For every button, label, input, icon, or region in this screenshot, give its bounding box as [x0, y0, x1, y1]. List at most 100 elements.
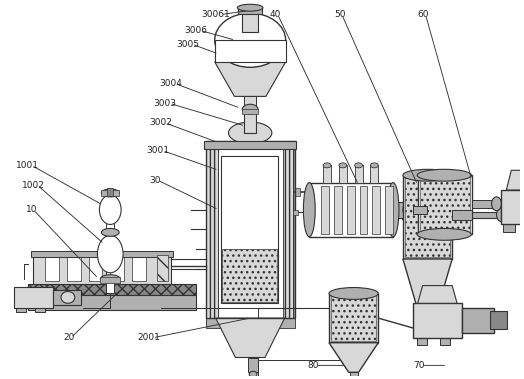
Ellipse shape: [417, 229, 472, 240]
Bar: [244, 96, 256, 108]
Bar: [14, 287, 53, 308]
Bar: [238, 8, 262, 14]
Text: 50: 50: [334, 10, 345, 19]
Bar: [45, 257, 59, 280]
Bar: [489, 311, 507, 329]
Polygon shape: [418, 285, 457, 303]
Bar: [462, 308, 494, 333]
Bar: [359, 186, 367, 234]
Bar: [222, 249, 277, 302]
Text: 3003: 3003: [154, 99, 177, 108]
Bar: [89, 257, 102, 280]
Bar: [106, 195, 114, 293]
Bar: [244, 106, 256, 133]
Bar: [206, 141, 217, 318]
Text: 3004: 3004: [159, 79, 182, 88]
Text: 30061: 30061: [201, 10, 230, 19]
Bar: [413, 206, 427, 214]
Bar: [292, 210, 299, 215]
Bar: [418, 175, 472, 234]
Bar: [423, 323, 431, 338]
Ellipse shape: [323, 163, 331, 168]
Text: 3005: 3005: [176, 40, 199, 49]
Bar: [329, 293, 378, 343]
Bar: [403, 175, 452, 259]
Ellipse shape: [242, 104, 258, 114]
Ellipse shape: [387, 183, 399, 237]
Ellipse shape: [61, 291, 75, 303]
Bar: [504, 224, 515, 232]
Bar: [31, 251, 173, 257]
Text: 70: 70: [413, 361, 424, 370]
Bar: [440, 338, 450, 345]
Bar: [101, 190, 119, 196]
Ellipse shape: [303, 183, 315, 237]
Ellipse shape: [355, 163, 363, 168]
Bar: [323, 165, 331, 183]
Text: 3006: 3006: [184, 26, 207, 35]
Bar: [221, 155, 278, 303]
Ellipse shape: [249, 371, 257, 377]
Text: 60: 60: [418, 10, 429, 19]
Bar: [309, 183, 393, 237]
Bar: [472, 200, 497, 208]
Bar: [215, 40, 286, 62]
Ellipse shape: [101, 275, 120, 283]
Ellipse shape: [329, 288, 378, 299]
Bar: [34, 254, 171, 283]
Text: 30: 30: [150, 175, 161, 185]
Ellipse shape: [101, 229, 119, 236]
Bar: [101, 277, 120, 283]
Ellipse shape: [403, 202, 413, 218]
Bar: [339, 165, 347, 183]
Bar: [204, 141, 297, 149]
Ellipse shape: [417, 169, 472, 181]
Bar: [107, 188, 113, 196]
Bar: [373, 186, 380, 234]
Ellipse shape: [403, 169, 452, 181]
Text: 1001: 1001: [16, 161, 39, 170]
Text: 2001: 2001: [137, 333, 160, 342]
Bar: [334, 186, 342, 234]
Bar: [331, 295, 376, 341]
Bar: [157, 255, 168, 280]
Ellipse shape: [497, 208, 506, 221]
Bar: [206, 141, 294, 318]
Bar: [452, 210, 472, 219]
Ellipse shape: [215, 13, 286, 67]
Bar: [370, 165, 378, 183]
Bar: [28, 295, 196, 310]
Ellipse shape: [228, 122, 272, 144]
Bar: [110, 257, 124, 280]
Bar: [294, 188, 300, 196]
Bar: [36, 308, 45, 312]
Bar: [385, 186, 393, 234]
Polygon shape: [506, 170, 524, 190]
Bar: [321, 186, 329, 234]
Bar: [53, 290, 81, 305]
Ellipse shape: [237, 4, 263, 11]
Bar: [350, 372, 357, 379]
Bar: [405, 177, 450, 257]
Ellipse shape: [339, 163, 347, 168]
Bar: [417, 338, 427, 345]
Bar: [393, 202, 408, 218]
Bar: [28, 283, 196, 295]
Bar: [242, 109, 258, 114]
Ellipse shape: [97, 235, 123, 273]
Bar: [67, 257, 81, 280]
Text: 3001: 3001: [147, 146, 170, 155]
Bar: [206, 318, 294, 328]
Text: 40: 40: [270, 10, 281, 19]
Polygon shape: [329, 343, 378, 372]
Ellipse shape: [101, 189, 119, 197]
Bar: [355, 165, 363, 183]
Ellipse shape: [370, 163, 378, 168]
Bar: [248, 357, 258, 372]
Bar: [347, 186, 355, 234]
Text: 80: 80: [307, 361, 319, 370]
Bar: [242, 11, 258, 32]
Text: 3002: 3002: [150, 119, 172, 127]
Bar: [282, 141, 294, 318]
Polygon shape: [216, 318, 285, 357]
